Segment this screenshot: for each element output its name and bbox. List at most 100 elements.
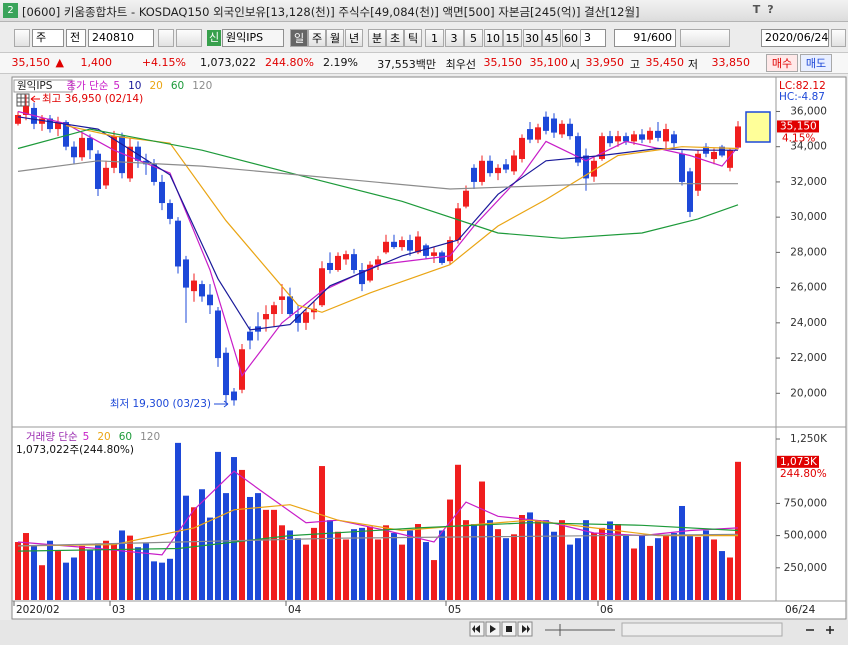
layout-button[interactable]	[14, 29, 30, 47]
candle-body	[719, 146, 725, 156]
audio-button[interactable]	[176, 29, 202, 47]
volume-bar	[375, 539, 381, 600]
quote-best-label: 최우선	[445, 58, 476, 71]
change-label: 4.15%	[782, 132, 815, 144]
candle-body	[647, 130, 653, 140]
interval-button[interactable]: 1	[425, 29, 444, 47]
period-button[interactable]: 틱	[404, 29, 422, 47]
sell-button[interactable]: 매도	[800, 54, 832, 72]
interval-button[interactable]: 30	[522, 29, 542, 47]
candle-body	[607, 136, 613, 144]
low-note: 최저 19,300 (03/23)	[110, 398, 211, 410]
candle-body	[543, 116, 549, 131]
quote-volume-ratio: 244.80%	[265, 56, 314, 69]
title-button[interactable]: ?	[767, 3, 774, 16]
x-tick-label: 2020/02	[16, 604, 60, 616]
quote-open: 33,950	[585, 56, 625, 69]
settings-button[interactable]	[831, 29, 846, 47]
low-arrow	[214, 400, 229, 408]
candle-body	[151, 164, 157, 182]
candle-body	[671, 134, 677, 144]
interval-button[interactable]: 45	[542, 29, 561, 47]
volume-bar	[103, 540, 109, 600]
volume-bar	[143, 543, 149, 600]
buy-button[interactable]: 매수	[766, 54, 798, 72]
candle-body	[415, 236, 421, 253]
title-bar: 2 [0600] 키움종합차트 - KOSDAQ150 외국인보유[13,128…	[0, 0, 848, 22]
tool-icons[interactable]	[621, 622, 783, 637]
moving-average-line	[17, 470, 739, 556]
candle-body	[103, 167, 109, 186]
period-button[interactable]: 일	[290, 29, 308, 47]
candle-body	[567, 123, 573, 137]
last-date-label: 06/24	[785, 604, 816, 616]
volume-bar	[623, 535, 629, 600]
volume-bar	[359, 527, 365, 600]
candle-body	[575, 136, 581, 163]
moving-average-line	[17, 504, 738, 547]
scroll-stop-icon	[506, 626, 512, 632]
candle-body	[143, 160, 149, 165]
tool-buttons[interactable]	[680, 29, 730, 47]
interval-button[interactable]: 15	[503, 29, 522, 47]
volume-bar	[463, 520, 469, 600]
candle-body	[287, 296, 293, 315]
volume-bar	[23, 533, 29, 600]
volume-bar	[151, 561, 157, 600]
candle-count[interactable]: 91/600	[614, 29, 676, 47]
interval-count[interactable]: 3	[580, 29, 606, 47]
volume-bar	[431, 560, 437, 600]
candle-body	[135, 146, 141, 161]
legend-entry: 120	[140, 431, 160, 443]
candle-body	[231, 391, 237, 401]
interval-button[interactable]: 10	[483, 29, 503, 47]
quote-ask: 35,150	[483, 56, 523, 69]
volume-bar	[447, 499, 453, 600]
title-button[interactable]: T	[752, 3, 761, 16]
interval-button[interactable]: 60	[561, 29, 581, 47]
period-button[interactable]: 분	[368, 29, 386, 47]
zoom-slider[interactable]	[545, 624, 615, 636]
candle-body	[167, 203, 173, 219]
quote-change-rate: +4.15%	[141, 56, 186, 69]
legend-entry: 120	[192, 80, 212, 92]
legend-entry: 60	[171, 80, 184, 92]
y-tick-label: 20,000	[790, 387, 827, 399]
candle-body	[327, 262, 333, 270]
market-select[interactable]: 주	[32, 29, 64, 47]
scope-select[interactable]: 전	[66, 29, 86, 47]
date-input[interactable]: 2020/06/24	[761, 29, 829, 47]
volume-bar	[15, 542, 21, 600]
volume-bar	[711, 539, 717, 600]
quote-low-label: 저	[687, 58, 698, 71]
quote-turnover: 2.19%	[323, 56, 358, 69]
y-tick-label: 500,000	[784, 530, 827, 542]
volume-bar	[111, 543, 117, 600]
period-button[interactable]: 년	[345, 29, 363, 47]
period-button[interactable]: 초	[386, 29, 404, 47]
candle-body	[367, 264, 373, 281]
code-input[interactable]: 240810	[88, 29, 154, 47]
volume-bar	[223, 493, 229, 600]
candle-body	[335, 255, 341, 270]
period-button[interactable]: 월	[326, 29, 344, 47]
volume-bar	[687, 535, 693, 600]
period-button[interactable]: 주	[308, 29, 326, 47]
candle-body	[79, 137, 85, 158]
interval-button[interactable]: 3	[444, 29, 464, 47]
candle-body	[487, 160, 493, 174]
volume-bar	[479, 481, 485, 600]
quote-volume: 1,073,022	[200, 56, 256, 69]
volume-bar	[599, 527, 605, 600]
interval-button[interactable]: 5	[464, 29, 483, 47]
legend-icon	[16, 93, 30, 107]
last-volume-box	[777, 455, 819, 468]
candle-body	[207, 294, 213, 306]
candle-body	[551, 118, 557, 133]
volume-bar	[591, 533, 597, 600]
candle-body	[375, 259, 381, 265]
zoom-in[interactable]	[826, 626, 834, 634]
volume-bar	[703, 530, 709, 600]
search-button[interactable]	[158, 29, 174, 47]
